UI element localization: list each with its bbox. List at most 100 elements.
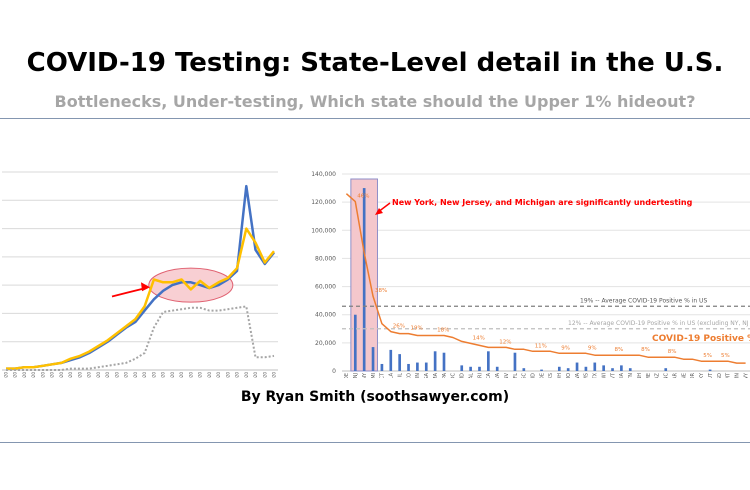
percent-label: 11% bbox=[535, 343, 547, 349]
bottom-divider bbox=[0, 442, 750, 443]
x-tick-label: CA bbox=[486, 372, 492, 378]
x-tick-label: AL bbox=[468, 373, 474, 378]
x-tick-label: VA bbox=[495, 372, 501, 378]
bar bbox=[353, 314, 357, 371]
x-tick-label: IL bbox=[397, 373, 403, 377]
bar bbox=[602, 365, 605, 371]
x-tick-label: 3/21/2020 bbox=[124, 372, 129, 378]
byline: By Ryan Smith (soothsawyer.com) bbox=[240, 389, 510, 405]
bar bbox=[407, 363, 410, 371]
y-tick-label: 40,000 bbox=[315, 312, 336, 319]
x-tick-label: ME bbox=[646, 373, 652, 378]
x-tick-label: NE bbox=[681, 373, 687, 378]
y-tick-label: 60,000 bbox=[315, 284, 336, 291]
x-tick-label: 3/15/2020 bbox=[68, 372, 73, 378]
x-tick-label: NH bbox=[637, 373, 643, 378]
y-tick-label: 100,000 bbox=[311, 227, 336, 234]
x-tick-label: 3/13/2020 bbox=[50, 372, 55, 378]
page-subtitle: Bottlenecks, Under-testing, Which state … bbox=[54, 92, 696, 111]
x-tick-label: UT bbox=[708, 372, 714, 378]
x-tick-label: KS bbox=[548, 373, 554, 378]
x-tick-label: NY bbox=[362, 372, 368, 378]
bar bbox=[575, 362, 579, 371]
x-tick-label: 4/1/2020 bbox=[225, 372, 230, 378]
x-tick-label: 3/29/2020 bbox=[198, 372, 203, 378]
x-tick-label: MS bbox=[584, 373, 590, 378]
top-divider bbox=[0, 118, 750, 119]
x-tick-label: 3/23/2020 bbox=[142, 372, 147, 378]
x-tick-label: 3/18/2020 bbox=[96, 372, 101, 378]
x-tick-label: AR bbox=[672, 372, 678, 378]
x-tick-label: 3/8/2020 bbox=[4, 372, 9, 378]
percent-label: 14% bbox=[473, 335, 485, 341]
percent-label: 9% bbox=[588, 345, 597, 351]
percent-label: 46% bbox=[357, 194, 369, 200]
annotation-arrow-head bbox=[375, 208, 383, 215]
bar bbox=[495, 366, 499, 371]
x-tick-label: 4/4/2020 bbox=[253, 372, 258, 378]
series-line-gold bbox=[6, 227, 275, 370]
x-tick-label: DE bbox=[539, 373, 545, 378]
highlight-ellipse bbox=[148, 267, 234, 303]
right-chart-state-level: 0 20,000 40,000 60,000 80,000 100,000 120,000 1… bbox=[311, 171, 750, 378]
left-chart-testing-over-time: 3/8/2020 3/9/2020 3/10/2020 3/11/2020 3/12/2… bbox=[2, 171, 278, 378]
bar bbox=[380, 363, 384, 371]
x-tick-label: 3/12/2020 bbox=[40, 372, 45, 378]
x-tick-label: OR bbox=[690, 372, 696, 378]
x-tick-label: 3/24/2020 bbox=[151, 372, 156, 378]
arrow-head bbox=[141, 282, 150, 292]
y-tick-label: 80,000 bbox=[315, 255, 336, 262]
bar bbox=[566, 368, 570, 371]
x-tick-label: TX bbox=[593, 372, 599, 378]
x-tick-label: 4/6/2020 bbox=[272, 372, 277, 378]
x-tick-label: 3/9/2020 bbox=[13, 372, 18, 378]
x-tick-label: MI bbox=[371, 373, 377, 378]
x-tick-label: 3/11/2020 bbox=[31, 372, 36, 378]
x-tick-label: AZ bbox=[655, 372, 661, 378]
bar bbox=[522, 368, 526, 371]
x-tick-label: 3/14/2020 bbox=[59, 372, 64, 378]
bar bbox=[664, 368, 668, 371]
x-tick-label: OH bbox=[557, 373, 563, 378]
x-tick-label: MN bbox=[734, 373, 740, 378]
percent-label: 8% bbox=[615, 347, 624, 353]
bar bbox=[584, 366, 588, 371]
percent-label: 5% bbox=[703, 353, 712, 359]
x-tick-label: DE bbox=[344, 373, 350, 378]
x-tick-label: CT bbox=[380, 372, 386, 378]
x-tick-label: FL bbox=[513, 373, 519, 378]
x-tick-label: WY bbox=[743, 372, 749, 378]
bar bbox=[513, 352, 517, 371]
x-tick-label: IA bbox=[619, 372, 625, 377]
x-tick-label: 4/3/2020 bbox=[244, 372, 249, 378]
x-tick-label: GA bbox=[424, 372, 430, 378]
percent-label: 9% bbox=[561, 345, 570, 351]
percent-label: 12% bbox=[499, 339, 511, 345]
x-tick-label: WA bbox=[575, 372, 581, 378]
bar bbox=[478, 366, 481, 371]
x-tick-label: 3/10/2020 bbox=[22, 372, 27, 378]
page-title: COVID-19 Testing: State-Level detail in … bbox=[26, 48, 724, 78]
positive-pct-line bbox=[345, 193, 746, 364]
percent-label: 38% bbox=[375, 288, 387, 294]
percent-label: 26% bbox=[393, 324, 405, 330]
x-tick-label: MO bbox=[566, 373, 572, 378]
bar bbox=[628, 368, 632, 371]
bar bbox=[540, 369, 543, 371]
x-tick-label: 3/26/2020 bbox=[170, 372, 175, 378]
x-tick-label: 3/19/2020 bbox=[105, 372, 110, 378]
x-tick-label: 4/2/2020 bbox=[235, 372, 240, 378]
bar bbox=[416, 362, 419, 371]
bar bbox=[611, 368, 614, 371]
series-line-gray bbox=[6, 305, 275, 371]
bar bbox=[708, 369, 712, 371]
x-tick-label: KY bbox=[699, 372, 705, 378]
x-tick-label: IN bbox=[415, 373, 421, 378]
bar bbox=[398, 354, 401, 371]
reference-line-label: 12% -- Average COVID-19 Positive % in US… bbox=[568, 320, 749, 327]
bar bbox=[389, 349, 393, 371]
x-tick-label: SC bbox=[522, 372, 528, 378]
x-tick-label: VT bbox=[610, 372, 616, 378]
y-tick-label: 120,000 bbox=[311, 199, 336, 206]
percent-label: 5% bbox=[721, 353, 730, 359]
